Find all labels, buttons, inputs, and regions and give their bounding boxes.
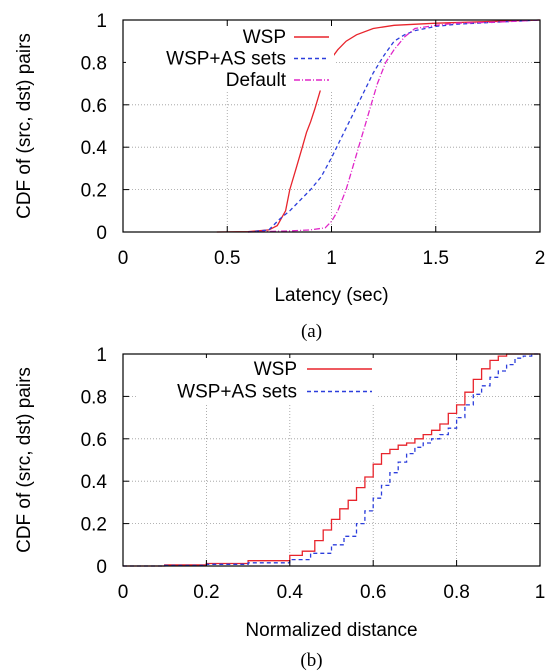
legend-label: WSP+AS sets <box>166 49 286 70</box>
x-tick-label: 0.6 <box>360 582 386 603</box>
y-axis-label: CDF of (src, dst) pairs <box>14 33 35 219</box>
legend-backdrop <box>126 69 334 91</box>
series-line-wsp <box>216 19 541 233</box>
x-tick-label: 0.5 <box>214 248 240 269</box>
legend-backdrop <box>137 358 377 381</box>
x-tick-label: 0 <box>118 582 129 603</box>
series-line-wsp-as-sets <box>248 19 541 233</box>
legend-backdrop <box>126 47 334 69</box>
y-tick-label: 0.2 <box>81 515 107 536</box>
figure-caption: (a) <box>301 321 322 342</box>
plot-frame <box>122 353 541 567</box>
series-line-default <box>248 19 541 233</box>
y-tick-label: 0 <box>96 557 107 578</box>
x-tick-label: 0 <box>118 248 129 269</box>
x-tick-label: 0.8 <box>443 582 469 603</box>
y-axis-label: CDF of (src, dst) pairs <box>14 367 35 553</box>
legend-label: WSP <box>243 27 286 48</box>
y-tick-label: 0.4 <box>81 472 108 493</box>
x-axis-label: Latency (sec) <box>274 285 388 306</box>
chart-a-latency-cdf: 0 0.5 1 1.5 2 0 0.2 0.4 0.6 0.8 1 Latency (sec) CDF … <box>14 11 545 342</box>
legend-label: WSP+AS sets <box>177 382 297 403</box>
y-tick-label: 0.4 <box>81 138 108 159</box>
series-line-wsp <box>123 353 540 567</box>
y-tick-label: 0.6 <box>81 96 107 117</box>
y-tick-label: 0.6 <box>81 430 107 451</box>
y-tick-label: 0.8 <box>81 387 107 408</box>
y-tick-label: 0 <box>96 223 107 244</box>
x-tick-label: 0.4 <box>277 582 304 603</box>
y-tick-label: 0.8 <box>81 53 107 74</box>
x-tick-label: 1 <box>535 582 546 603</box>
figure-caption: (b) <box>300 650 322 671</box>
legend-label: WSP <box>254 359 297 380</box>
legend-label: Default <box>226 70 287 91</box>
y-tick-label: 1 <box>96 345 107 366</box>
x-tick-label: 0.2 <box>193 582 219 603</box>
legend-backdrop <box>137 380 377 403</box>
y-tick-label: 0.2 <box>81 181 107 202</box>
x-tick-label: 1.5 <box>423 248 449 269</box>
x-tick-label: 2 <box>535 248 546 269</box>
chart-b-normalized-distance-cdf: 0 0.2 0.4 0.6 0.8 1 0 0.2 0.4 0.6 0.8 1 Normalized d… <box>14 345 545 671</box>
x-axis-label: Normalized distance <box>245 620 417 641</box>
series-line-wsp-as-sets <box>123 353 540 567</box>
x-tick-label: 1 <box>326 248 337 269</box>
y-tick-label: 1 <box>96 11 107 32</box>
legend-backdrop <box>126 26 334 48</box>
